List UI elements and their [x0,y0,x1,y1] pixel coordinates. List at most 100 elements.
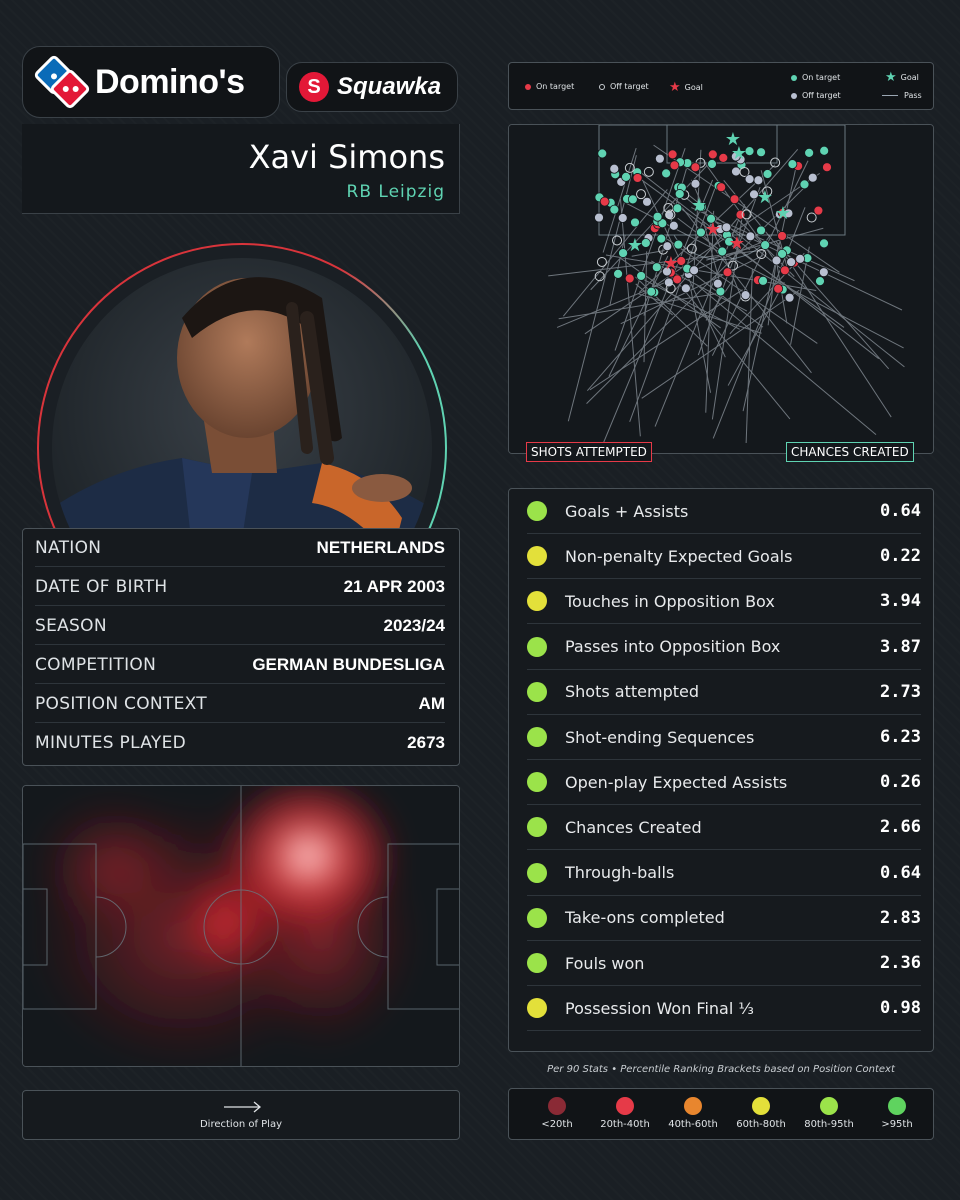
legend-shot-off-target-label: Off target [610,82,649,91]
percentile-label: 40th-60th [668,1119,718,1130]
shotmap-legend: On target Off target ★ Goal On target Of… [508,62,934,110]
info-value: AM [418,693,445,713]
stat-label: Chances Created [565,817,702,837]
pass-line [614,148,686,351]
stat-label: Touches in Opposition Box [565,591,775,611]
stat-value: 6.23 [880,727,921,747]
per90-stats-table: Goals + Assists 0.64 Non-penalty Expected … [508,488,934,1052]
pass-line [690,179,744,301]
goal-star-icon: ★ [731,143,747,164]
shot-marker [744,146,755,157]
percentile-dot-icon [527,907,547,928]
pass-line [775,240,892,418]
percentile-dot-icon [616,1097,634,1115]
legend-shot-goal: ★ Goal [669,80,703,95]
hollow-dot-icon [599,83,605,90]
info-label: POSITION CONTEXT [35,693,207,714]
info-row: COMPETITION GERMAN BUNDESLIGA [35,646,445,684]
pass-line [689,284,712,393]
goal-star-icon: ★ [729,233,745,254]
stat-value: 2.73 [880,681,921,702]
stat-value: 0.26 [880,772,921,793]
info-row: MINUTES PLAYED 2673 [35,724,445,762]
shot-marker [712,278,723,289]
info-row: SEASON 2023/24 [35,607,445,645]
percentile-dot-icon [888,1097,906,1115]
info-label: DATE OF BIRTH [35,576,168,597]
stat-row: Passes into Opposition Box 3.87 [527,625,921,670]
legend-pass-on-target-label: On target [802,73,841,82]
player-name: Xavi Simons [248,138,445,176]
shot-marker [690,178,701,189]
legend-shot-on-target-label: On target [536,82,575,91]
percentile-dot-icon [527,953,547,973]
touch-heatmap [22,785,460,1067]
shot-marker [753,175,764,186]
player-nameplate: Xavi Simons RB Leipzig [22,124,460,214]
percentile-label: >95th [881,1119,913,1130]
goal-star-icon: ★ [627,235,643,256]
shot-marker [594,271,605,282]
shot-marker [744,174,755,185]
shot-marker [652,211,663,222]
pass-line [635,276,708,347]
percentile-dot-icon [527,681,547,702]
pass-line [636,176,845,328]
shot-marker [662,266,672,277]
shot-marker [676,256,687,266]
grey-dot-icon [791,92,797,99]
shot-marker [822,162,832,173]
shot-marker [806,212,817,223]
goal-star-icon: ★ [757,187,773,208]
shot-marker [813,205,824,216]
shot-marker [618,248,628,258]
pass-line [608,255,669,377]
percentile-dot-icon [820,1097,838,1115]
shot-marker [672,274,683,285]
info-label: NATION [35,537,102,558]
stat-label: Open-play Expected Assists [565,772,788,792]
shot-marker [739,166,750,177]
shot-marker [656,233,667,244]
shot-marker [762,169,773,179]
shot-marker [624,162,635,173]
pass-line [639,164,776,293]
stat-value: 2.83 [880,907,921,928]
shot-marker [815,276,825,287]
shot-marker [609,204,620,215]
info-label: SEASON [35,615,107,636]
stat-value: 3.87 [880,636,921,657]
shot-marker [632,173,643,183]
line-icon [882,95,898,96]
shot-marker [717,246,728,257]
shot-marker [819,145,830,156]
shot-marker [662,241,673,252]
pass-line [558,293,718,320]
info-value: 2673 [407,733,445,752]
shot-marker [730,151,741,162]
percentile-dot-icon [527,727,547,747]
pass-line [760,170,790,276]
shot-marker [706,213,716,224]
shot-marker [773,283,784,294]
shot-marker [777,231,787,241]
shot-marker [787,159,798,169]
pass-line [745,269,753,444]
shot-marker [636,271,647,281]
shot-marker [646,286,657,297]
stat-row: Possession Won Final ⅓ 0.98 [527,986,921,1032]
shot-marker [728,260,739,271]
legend-shot-on-target: On target [525,82,574,91]
stat-label: Through-balls [565,863,675,883]
club-name: RB Leipzig [346,182,445,202]
teal-star-icon: ★ [885,70,897,85]
stat-label: Non-penalty Expected Goals [565,546,793,566]
stat-row: Take-ons completed 2.83 [527,896,921,941]
shot-marker [594,212,604,223]
legend-pass-line: Pass [882,91,922,100]
squawka-s-icon: S [299,72,329,102]
info-label: MINUTES PLAYED [35,733,186,753]
percentile-legend-item: <20th [527,1097,587,1130]
shot-marker [721,222,732,233]
percentile-legend-item: 60th-80th [731,1097,791,1130]
